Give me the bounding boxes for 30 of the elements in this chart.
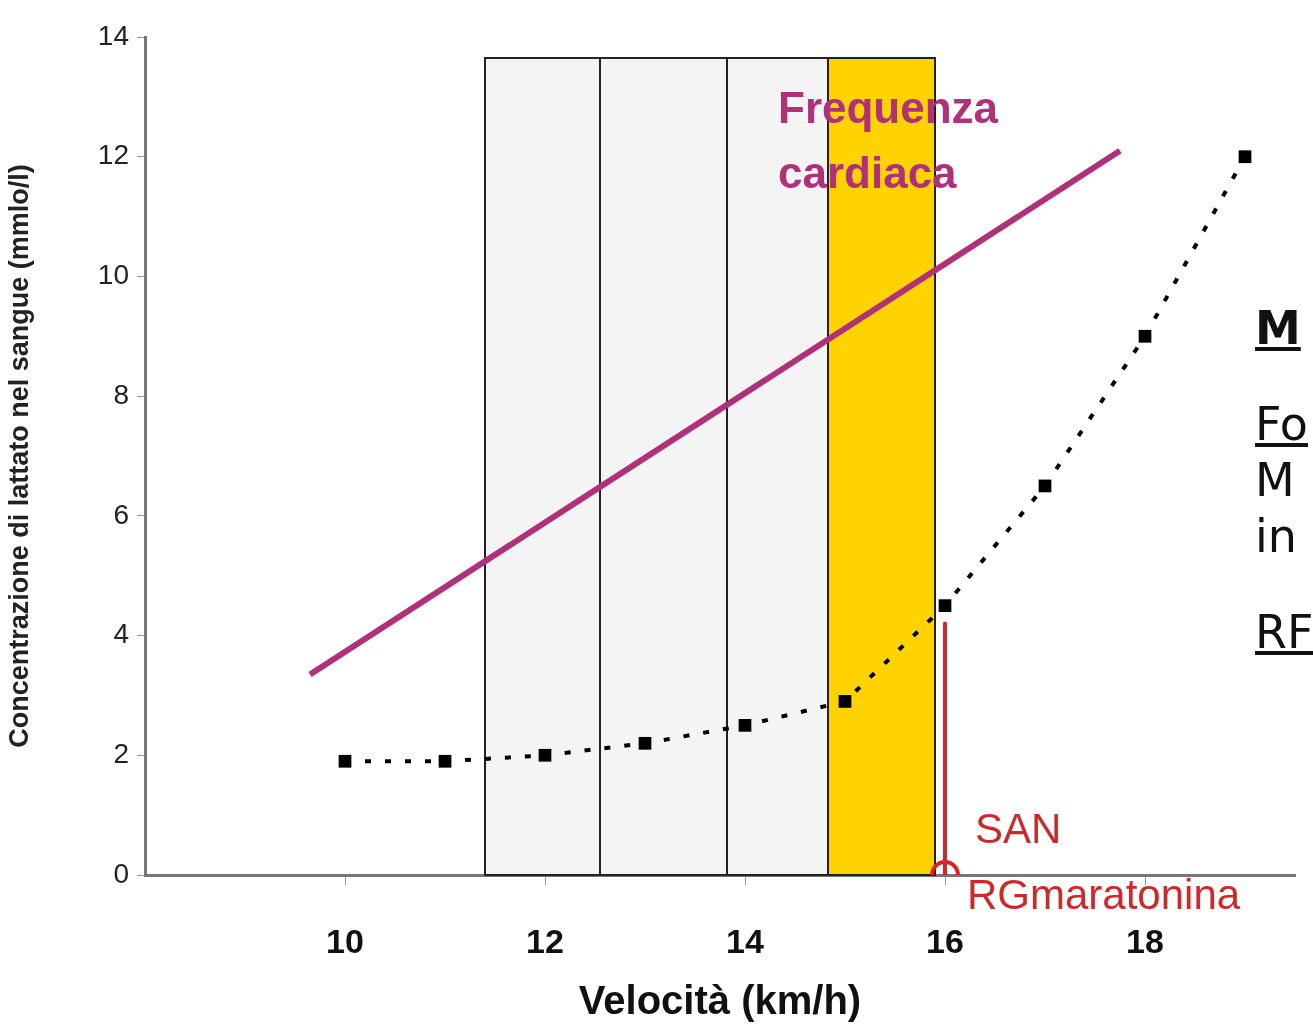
y-tick-label: 12 bbox=[97, 139, 129, 171]
point bbox=[1238, 150, 1252, 164]
annotation: Fo bbox=[1255, 396, 1309, 452]
y-axis-title: Concentrazione di lattato nel sangue (mmlo/l) bbox=[3, 164, 34, 748]
point bbox=[838, 695, 852, 708]
x-tick-label: 16 bbox=[926, 921, 964, 960]
y-tick-label: 4 bbox=[113, 618, 129, 650]
point bbox=[438, 754, 452, 768]
x-tick-label: 18 bbox=[1126, 921, 1164, 960]
y-tick-label: 6 bbox=[113, 498, 129, 530]
point bbox=[938, 599, 952, 613]
annotation: RF bbox=[1255, 604, 1313, 660]
point bbox=[338, 754, 352, 768]
y-tick-label: 8 bbox=[113, 378, 129, 410]
x-tick-label: 12 bbox=[526, 921, 564, 960]
x-axis-title: Velocità (km/h) bbox=[578, 978, 862, 1023]
x-tick-label: 14 bbox=[726, 921, 764, 960]
annotation: in bbox=[1255, 508, 1298, 564]
annotation: M bbox=[1255, 300, 1302, 356]
y-tick-label: 2 bbox=[113, 738, 129, 769]
point bbox=[1138, 329, 1152, 343]
x-tick-label: 10 bbox=[326, 921, 364, 960]
point bbox=[638, 736, 652, 750]
annotation: M bbox=[1255, 452, 1296, 508]
annotation: SAN RGmaratonina bbox=[967, 804, 1241, 918]
point bbox=[738, 718, 752, 732]
point bbox=[538, 748, 552, 762]
y-tick-label: 0 bbox=[113, 857, 129, 889]
y-tick-label: 14 bbox=[97, 19, 129, 51]
y-tick-label: 10 bbox=[97, 259, 129, 291]
